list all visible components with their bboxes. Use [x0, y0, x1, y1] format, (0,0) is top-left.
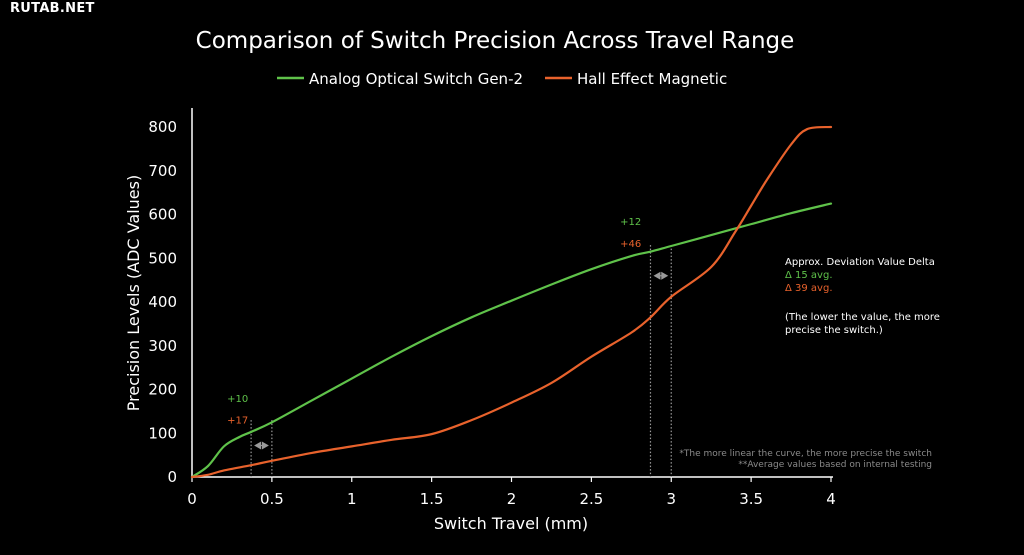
y-tick-label: 400 — [148, 293, 177, 311]
side-note-explain-2: precise the switch.) — [785, 325, 883, 336]
side-note-heading: Approx. Deviation Value Delta — [785, 257, 935, 268]
y-tick-label: 100 — [148, 424, 177, 442]
y-tick-label: 200 — [148, 381, 177, 399]
delta-arrow-right — [661, 271, 669, 280]
x-tick-label: 0.5 — [260, 490, 284, 508]
x-tick-label: 3 — [666, 490, 676, 508]
y-tick-label: 300 — [148, 337, 177, 355]
delta-arrow-left — [254, 441, 262, 450]
legend-label-orange: Hall Effect Magnetic — [577, 70, 727, 88]
y-tick-label: 0 — [167, 468, 177, 486]
delta-annotation-label: +17 — [227, 416, 248, 427]
delta-markers — [250, 245, 672, 477]
watermark: RUTAB.NET — [10, 1, 95, 16]
delta-annotations: +10 +17 +12 +46 — [227, 217, 641, 427]
x-axis-title: Switch Travel (mm) — [434, 514, 588, 533]
series-lines — [190, 125, 833, 479]
x-tick-label: 4 — [826, 490, 836, 508]
y-axis-title: Precision Levels (ADC Values) — [124, 175, 143, 411]
x-tick-label: 1 — [347, 490, 357, 508]
y-tick-label: 500 — [148, 249, 177, 267]
side-note-green: Δ 15 avg. — [785, 270, 833, 281]
delta-annotation-label: +10 — [227, 394, 248, 405]
side-note-explain-1: (The lower the value, the more — [785, 312, 940, 323]
delta-arrow-right — [261, 441, 269, 450]
side-note-orange: Δ 39 avg. — [785, 283, 833, 294]
legend: Analog Optical Switch Gen-2 Hall Effect … — [277, 70, 727, 88]
delta-annotation-label: +12 — [620, 217, 641, 228]
y-tick-label: 800 — [148, 118, 177, 136]
y-tick-label: 700 — [148, 162, 177, 180]
side-note: Approx. Deviation Value Delta Δ 15 avg. … — [785, 257, 940, 336]
x-tick-label: 3.5 — [739, 490, 763, 508]
footnotes: *The more linear the curve, the more pre… — [679, 449, 932, 470]
footnote-2: **Average values based on internal testi… — [738, 460, 932, 470]
x-tick-label: 1.5 — [420, 490, 444, 508]
x-tick-label: 2.5 — [579, 490, 603, 508]
legend-label-green: Analog Optical Switch Gen-2 — [309, 70, 523, 88]
footnote-1: *The more linear the curve, the more pre… — [679, 449, 932, 459]
axes: 0 0.5 1 1.5 2 2.5 3 3.5 4 0 100 200 300 400 500 600 700 8… — [148, 108, 836, 508]
series-line-green — [190, 202, 833, 479]
chart-title: Comparison of Switch Precision Across Tr… — [196, 28, 795, 54]
y-tick-label: 600 — [148, 206, 177, 224]
delta-arrow-left — [653, 271, 661, 280]
x-tick-label: 0 — [187, 490, 197, 508]
x-tick-label: 2 — [507, 490, 517, 508]
series-line-orange — [190, 125, 833, 479]
delta-annotation-label: +46 — [620, 239, 641, 250]
